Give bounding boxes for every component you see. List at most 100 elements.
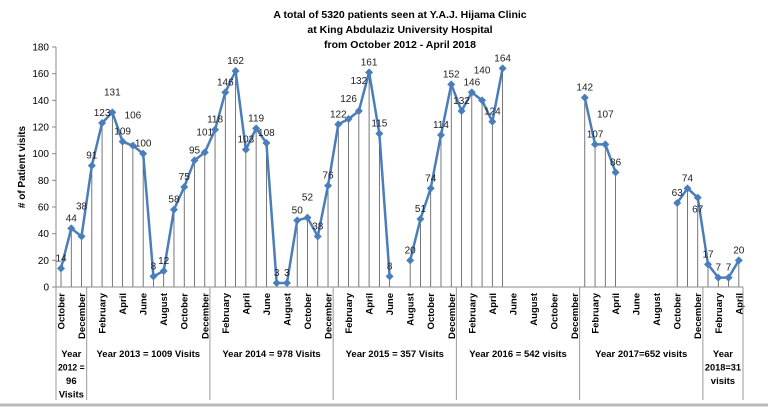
- x-tick-label: October: [426, 293, 437, 330]
- x-tick-label: February: [221, 292, 232, 333]
- data-label: 142: [576, 83, 593, 94]
- data-label: 107: [597, 109, 614, 120]
- data-point-marker: [262, 139, 271, 147]
- x-tick-label: April: [118, 293, 129, 315]
- data-label: 3: [284, 268, 290, 279]
- data-point-marker: [365, 68, 374, 77]
- data-label: 3: [274, 268, 280, 279]
- data-point-marker: [324, 181, 333, 190]
- data-label: 132: [453, 96, 470, 107]
- x-tick-label: December: [693, 293, 704, 339]
- x-tick-label: October: [549, 293, 560, 330]
- title-line: A total of 5320 patients seen at Y.A.J. …: [273, 9, 526, 21]
- data-point-marker: [159, 267, 168, 275]
- data-label: 108: [258, 128, 275, 139]
- data-point-marker: [704, 260, 713, 269]
- x-tick-label: August: [652, 292, 663, 326]
- data-point-marker: [221, 88, 230, 97]
- x-tick-label: October: [57, 293, 68, 330]
- x-tick-label: June: [632, 293, 643, 315]
- x-tick-label: April: [734, 293, 745, 315]
- data-label: 132: [350, 76, 367, 87]
- year-group-label: Year 2015 = 357 Visits: [346, 349, 444, 360]
- data-point-marker: [118, 137, 127, 146]
- data-point-marker: [436, 131, 445, 139]
- x-tick-label: April: [611, 293, 622, 315]
- x-tick-label: December: [324, 293, 335, 339]
- x-tick-label: June: [385, 293, 396, 315]
- data-label: 20: [733, 245, 745, 256]
- data-point-marker: [98, 119, 107, 127]
- x-tick-label: June: [262, 293, 273, 315]
- data-point-marker: [683, 184, 692, 193]
- data-label: 38: [76, 201, 88, 212]
- data-label: 12: [158, 256, 170, 267]
- data-point-marker: [139, 149, 148, 158]
- x-tick-label: February: [344, 292, 355, 333]
- x-tick-label: October: [180, 293, 191, 330]
- series-line-segment: [408, 68, 504, 261]
- x-tick-label: August: [282, 292, 293, 326]
- data-label: 124: [484, 107, 501, 118]
- year-group-label: Year 2016 = 542 visits: [469, 349, 566, 360]
- y-tick-label: 80: [38, 176, 50, 187]
- data-point-marker: [77, 232, 86, 241]
- data-label: 50: [292, 205, 304, 216]
- series-line: [57, 64, 743, 287]
- y-tick-label: 120: [32, 123, 49, 134]
- x-tick-label: June: [139, 293, 150, 315]
- x-tick-label: June: [508, 293, 519, 315]
- data-point-marker: [149, 272, 158, 281]
- data-label: 146: [217, 77, 234, 88]
- data-point-marker: [303, 213, 312, 222]
- x-tick-label: August: [406, 292, 417, 326]
- chart-title: A total of 5320 patients seen at Y.A.J. …: [273, 9, 526, 51]
- data-point-marker: [313, 232, 322, 241]
- x-tick-label: April: [241, 293, 252, 315]
- x-tick-label: February: [591, 292, 602, 333]
- data-label: 74: [425, 173, 437, 184]
- data-point-marker: [580, 93, 589, 102]
- data-label: 75: [179, 172, 191, 183]
- data-point-marker: [282, 279, 291, 287]
- data-point-marker: [406, 256, 415, 265]
- x-tick-label: December: [200, 293, 211, 339]
- data-label: 146: [463, 77, 480, 88]
- data-point-marker: [108, 108, 117, 117]
- data-label: 38: [312, 221, 324, 232]
- y-tick-label: 180: [32, 43, 49, 54]
- data-label: 67: [692, 205, 704, 216]
- x-axis: October December February April June August Oc…: [56, 286, 745, 339]
- y-axis: 0 20 40 60 80 100 120 140 160 180: [32, 43, 57, 294]
- data-label: 114: [433, 120, 449, 131]
- data-label: 122: [330, 109, 347, 120]
- year-group-label: Year 2014 = 978 Visits: [222, 349, 320, 360]
- data-label: 58: [168, 195, 180, 206]
- data-point-marker: [241, 145, 250, 154]
- year-group-label: Year 2013 = 1009 Visits: [96, 349, 200, 360]
- x-tick-label: February: [714, 292, 725, 333]
- year-group-label: Year 2017=652 visits: [595, 349, 687, 360]
- x-tick-label: October: [673, 293, 684, 330]
- data-point-marker: [673, 199, 682, 207]
- data-label: 14: [55, 253, 67, 264]
- y-tick-label: 0: [43, 283, 49, 294]
- data-point-marker: [190, 156, 199, 165]
- data-point-marker: [57, 264, 65, 273]
- data-point-marker: [488, 117, 497, 126]
- data-label: 91: [86, 151, 98, 162]
- data-point-marker: [601, 140, 610, 149]
- data-label: 63: [672, 188, 684, 199]
- year-group-labels: Year 2012 = 96 Visits Year 2013 = 1009 Visit…: [55, 287, 744, 401]
- data-point-marker: [354, 107, 363, 115]
- data-label: 103: [238, 135, 255, 146]
- data-label: 106: [125, 111, 142, 122]
- data-label: 109: [114, 127, 131, 138]
- series-line-segment: [583, 97, 617, 173]
- data-label: 20: [405, 245, 417, 256]
- data-point-marker: [334, 120, 343, 129]
- x-tick-label: August: [159, 292, 170, 326]
- x-tick-label: April: [488, 293, 499, 315]
